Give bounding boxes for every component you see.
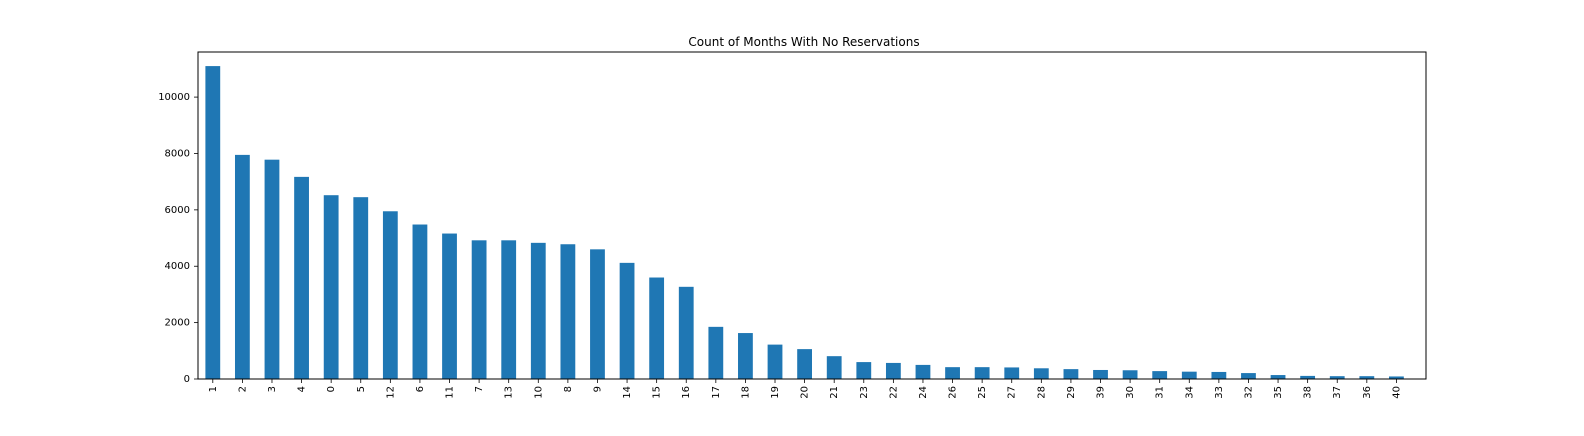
x-tick-label: 23 bbox=[859, 386, 870, 399]
plot-frame bbox=[197, 51, 1427, 380]
bar-4 bbox=[294, 176, 309, 379]
x-tick-label: 34 bbox=[1184, 386, 1195, 399]
bar-2 bbox=[234, 154, 250, 379]
chart-title: Count of Months With No Reservations bbox=[688, 35, 919, 49]
y-tick-label: 0 bbox=[184, 374, 190, 385]
bar-10 bbox=[530, 242, 546, 379]
bar-39 bbox=[1093, 369, 1108, 379]
x-tick-label: 3 bbox=[267, 386, 278, 392]
bar-16 bbox=[678, 286, 694, 379]
x-tick-label: 12 bbox=[385, 386, 396, 399]
bar-19 bbox=[767, 344, 783, 379]
x-tick-label: 31 bbox=[1155, 386, 1166, 399]
x-tick-label: 17 bbox=[711, 386, 722, 399]
x-tick-label: 38 bbox=[1303, 386, 1314, 399]
x-tick-label: 24 bbox=[918, 386, 929, 399]
bar-26 bbox=[945, 367, 960, 379]
x-tick-label: 7 bbox=[474, 386, 485, 392]
bar-38 bbox=[1300, 375, 1316, 379]
bar-35 bbox=[1270, 375, 1286, 379]
bar-8 bbox=[560, 244, 576, 379]
bar-34 bbox=[1181, 371, 1197, 379]
bar-25 bbox=[974, 367, 990, 379]
x-tick-label: 1 bbox=[208, 386, 219, 392]
x-tick-label: 14 bbox=[622, 386, 633, 399]
x-tick-label: 10 bbox=[533, 386, 544, 399]
x-tick-label: 19 bbox=[770, 386, 781, 399]
x-tick-label: 29 bbox=[1066, 386, 1077, 399]
bar-29 bbox=[1063, 369, 1079, 379]
y-tick-label: 4000 bbox=[165, 261, 190, 272]
bar-20 bbox=[797, 349, 812, 379]
bar-27 bbox=[1004, 367, 1020, 379]
x-tick-label: 26 bbox=[948, 386, 959, 399]
bar-18 bbox=[738, 333, 753, 379]
bar-1 bbox=[205, 66, 221, 379]
bars-layer bbox=[205, 66, 1404, 379]
bar-9 bbox=[590, 249, 605, 379]
bar-24 bbox=[915, 364, 931, 379]
bar-15 bbox=[649, 277, 665, 379]
x-axis: 1 2 3 4 0 5 12 6 11 7 13 10 8 9 14 15 16 17 18 19 20 21 23 22 24… bbox=[208, 379, 1402, 399]
bar-21 bbox=[826, 356, 842, 379]
x-tick-label: 40 bbox=[1391, 386, 1402, 399]
x-tick-label: 15 bbox=[652, 386, 663, 399]
bar-40 bbox=[1389, 376, 1404, 379]
bar-23 bbox=[856, 362, 872, 379]
x-tick-label: 0 bbox=[326, 386, 337, 392]
x-tick-label: 33 bbox=[1214, 386, 1225, 399]
x-tick-label: 20 bbox=[800, 386, 811, 399]
bar-0 bbox=[323, 195, 339, 379]
x-tick-label: 39 bbox=[1096, 386, 1107, 399]
x-tick-label: 18 bbox=[740, 386, 751, 399]
x-tick-label: 6 bbox=[415, 386, 426, 392]
x-tick-label: 36 bbox=[1362, 386, 1373, 399]
y-tick-label: 2000 bbox=[165, 318, 190, 329]
x-tick-label: 13 bbox=[504, 386, 515, 399]
bar-13 bbox=[501, 240, 517, 379]
x-tick-label: 21 bbox=[829, 386, 840, 399]
x-tick-label: 9 bbox=[592, 386, 603, 392]
bar-30 bbox=[1122, 370, 1138, 379]
x-tick-label: 30 bbox=[1125, 386, 1136, 399]
bar-7 bbox=[471, 240, 487, 379]
x-tick-label: 16 bbox=[681, 386, 692, 399]
bar-12 bbox=[382, 211, 398, 379]
x-tick-label: 28 bbox=[1036, 386, 1047, 399]
x-tick-label: 25 bbox=[977, 386, 988, 399]
bar-17 bbox=[708, 326, 724, 379]
bar-36 bbox=[1359, 376, 1375, 379]
x-tick-label: 22 bbox=[888, 386, 899, 399]
bar-14 bbox=[619, 262, 635, 379]
bar-22 bbox=[885, 362, 901, 379]
bar-33 bbox=[1211, 371, 1227, 379]
x-tick-label: 8 bbox=[563, 386, 574, 392]
bar-5 bbox=[353, 197, 369, 379]
x-tick-label: 27 bbox=[1007, 386, 1018, 399]
bar-28 bbox=[1033, 368, 1049, 379]
bar-37 bbox=[1329, 376, 1345, 379]
bar-6 bbox=[412, 224, 428, 379]
bar-11 bbox=[442, 233, 457, 379]
x-tick-label: 4 bbox=[297, 386, 308, 392]
bar-31 bbox=[1152, 371, 1168, 379]
bar-32 bbox=[1241, 373, 1256, 379]
x-tick-label: 11 bbox=[445, 386, 456, 399]
x-tick-label: 5 bbox=[356, 386, 367, 392]
x-tick-label: 32 bbox=[1243, 386, 1254, 399]
y-tick-label: 10000 bbox=[158, 92, 190, 103]
y-axis: 0 2000 4000 6000 8000 10000 bbox=[158, 92, 198, 385]
x-tick-label: 37 bbox=[1332, 386, 1343, 399]
x-tick-label: 35 bbox=[1273, 386, 1284, 399]
y-tick-label: 6000 bbox=[165, 205, 190, 216]
x-tick-label: 2 bbox=[237, 386, 248, 392]
bar-3 bbox=[264, 159, 280, 379]
y-tick-label: 8000 bbox=[165, 148, 190, 159]
